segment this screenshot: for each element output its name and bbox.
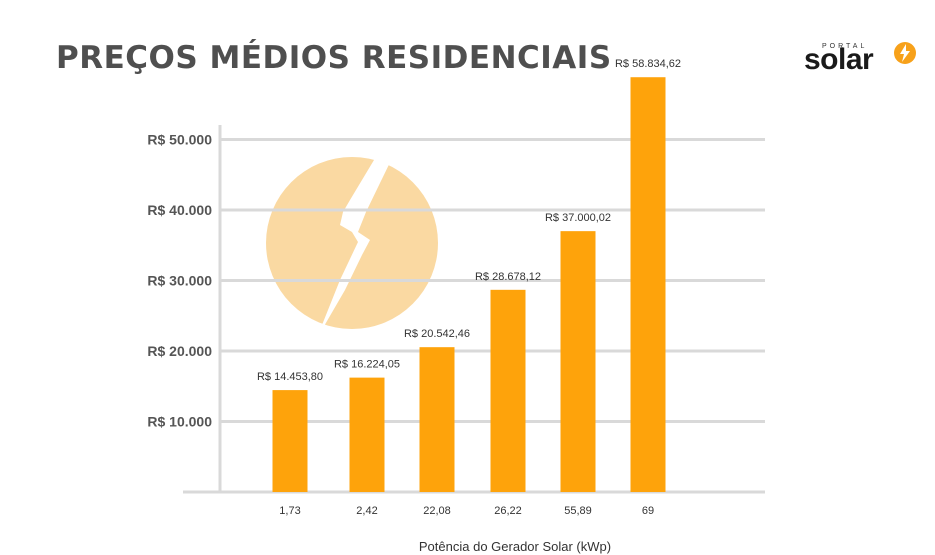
x-tick-label: 2,42 [356, 505, 377, 517]
y-tick-label: R$ 20.000 [147, 343, 212, 359]
bar [560, 231, 596, 493]
watermark-bolt-icon [266, 150, 438, 340]
bar [349, 377, 385, 492]
bar-value-label: R$ 28.678,12 [475, 271, 541, 283]
brand-name-text: solar [804, 43, 874, 76]
bar-value-label: R$ 37.000,02 [545, 212, 611, 224]
y-tick-label: R$ 10.000 [147, 414, 212, 430]
bar [630, 77, 666, 492]
bar-value-label: R$ 16.224,05 [334, 359, 400, 371]
bar [419, 347, 455, 492]
x-tick-label: 69 [642, 505, 654, 517]
bar-value-label: R$ 14.453,80 [257, 371, 323, 383]
lightning-bolt-icon [894, 42, 916, 64]
y-tick-label: R$ 40.000 [147, 202, 212, 218]
bar [272, 390, 308, 492]
page-title: PREÇOS MÉDIOS RESIDENCIAIS [56, 40, 612, 76]
bar-value-label: R$ 20.542,46 [404, 328, 470, 340]
brand-portal-text: PORTAL [822, 43, 868, 50]
y-tick-label: R$ 50.000 [147, 132, 212, 148]
x-tick-label: 55,89 [564, 505, 592, 517]
bar [490, 289, 526, 492]
x-axis-title: Potência do Gerador Solar (kWp) [419, 539, 611, 554]
x-tick-label: 1,73 [279, 505, 300, 517]
x-tick-label: 22,08 [423, 505, 451, 517]
bar-value-label: R$ 58.834,62 [615, 58, 681, 70]
x-tick-label: 26,22 [494, 505, 522, 517]
y-tick-label: R$ 30.000 [147, 273, 212, 289]
